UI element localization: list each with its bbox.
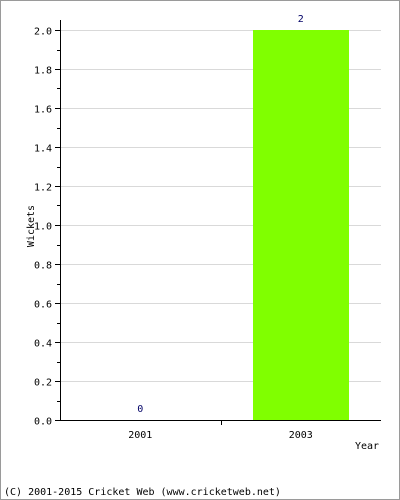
y-tick-label: 0.0 [34, 417, 52, 428]
y-tick-label: 1.2 [34, 183, 52, 194]
data-label: 2 [298, 14, 304, 25]
y-tick-label: 1.4 [34, 144, 52, 155]
y-tick-label: 0.8 [34, 261, 52, 272]
data-label: 0 [137, 404, 143, 415]
x-tick-label: 2001 [128, 430, 152, 441]
y-ticks: 0.0 0.2 0.4 0.6 0.8 1.0 1.2 1.4 1.6 1.8 2.0 [34, 27, 60, 428]
axes [60, 20, 381, 421]
x-axis-title: Year [355, 441, 379, 452]
copyright-footer: (C) 2001-2015 Cricket Web (www.cricketwe… [4, 487, 281, 498]
y-tick-label: 0.6 [34, 300, 52, 311]
bars [253, 30, 349, 420]
y-tick-label: 1.0 [34, 222, 52, 233]
y-tick-label: 2.0 [34, 27, 52, 38]
x-ticks: 2001 2003 [128, 420, 313, 441]
y-axis-title: Wickets [26, 205, 37, 247]
x-tick-label: 2003 [289, 430, 313, 441]
y-tick-label: 1.6 [34, 105, 52, 116]
data-labels: 02 [137, 14, 304, 415]
y-tick-label: 1.8 [34, 66, 52, 77]
bar [253, 30, 349, 420]
y-tick-label: 0.4 [34, 339, 52, 350]
y-tick-label: 0.2 [34, 378, 52, 389]
